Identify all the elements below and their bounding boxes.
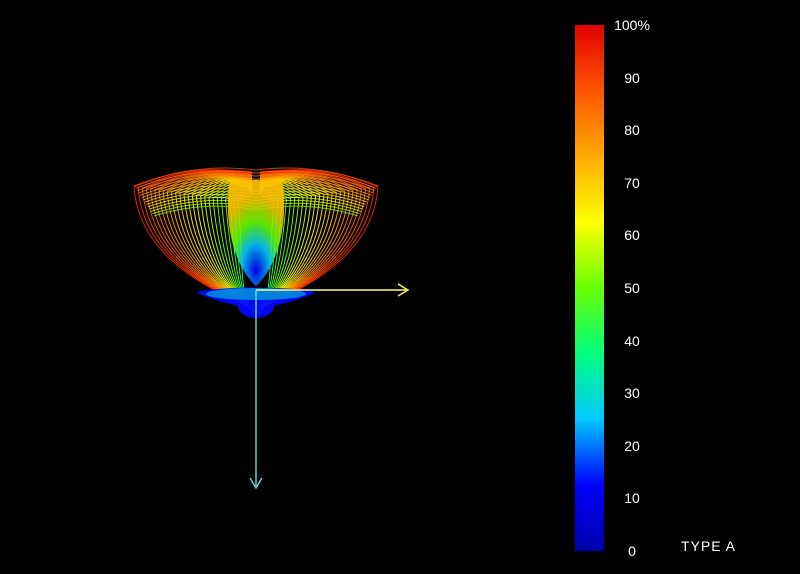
colorbar-tick-label: 10 xyxy=(624,490,640,507)
colorbar-tick-label: 40 xyxy=(624,332,640,349)
colorbar-tick-label: 90 xyxy=(624,69,640,86)
pattern-rim xyxy=(136,173,376,192)
radiation-pattern xyxy=(133,167,379,318)
y-axis-arrowhead xyxy=(249,477,263,490)
pattern-rim xyxy=(133,167,379,187)
pattern-rim xyxy=(135,170,377,189)
colorbar-tick-label: 30 xyxy=(624,385,640,402)
pattern-axes xyxy=(249,283,410,490)
colorbar-tick-label: 70 xyxy=(624,174,640,191)
colorbar-tick-label: 20 xyxy=(624,437,640,454)
colorbar-tick-label: 80 xyxy=(624,122,640,139)
colorbar-tick-label: 50 xyxy=(624,280,640,296)
colorbar-tick-label: 100% xyxy=(614,17,650,33)
pattern-rim xyxy=(138,176,374,194)
colorbar-tick-label: 0 xyxy=(628,543,636,559)
pattern-core xyxy=(227,180,285,286)
type-label: TYPE A xyxy=(681,538,737,554)
colorbar xyxy=(575,25,604,551)
x-axis-arrowhead xyxy=(397,283,410,297)
colorbar-tick-label: 60 xyxy=(624,227,640,244)
